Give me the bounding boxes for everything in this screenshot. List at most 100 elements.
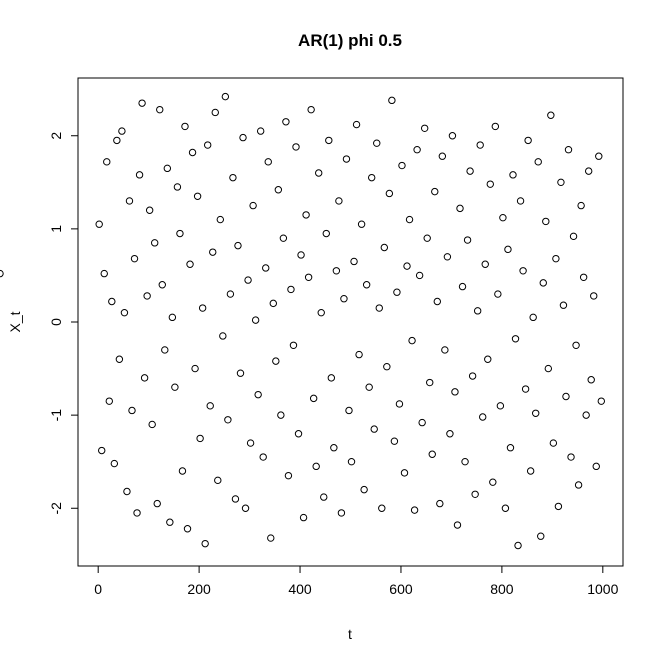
point <box>443 253 452 261</box>
point <box>234 241 242 250</box>
point <box>110 459 119 468</box>
point <box>370 425 378 433</box>
point <box>337 509 346 517</box>
point <box>461 457 469 466</box>
point <box>277 411 285 419</box>
x-tick-label: 1000 <box>587 581 618 597</box>
point <box>330 444 338 452</box>
point <box>378 504 386 512</box>
point <box>151 239 159 247</box>
point <box>574 481 583 489</box>
point <box>130 254 139 263</box>
point <box>304 273 313 281</box>
point <box>365 383 373 391</box>
point <box>128 406 136 415</box>
point <box>188 148 197 157</box>
x-tick-label: 600 <box>389 581 413 597</box>
point <box>133 509 141 517</box>
point <box>118 127 126 135</box>
point <box>519 267 527 275</box>
point <box>191 364 199 373</box>
point <box>178 467 187 475</box>
point <box>446 430 454 438</box>
point <box>307 105 315 114</box>
point <box>219 332 227 340</box>
point <box>410 506 419 514</box>
point <box>140 374 149 382</box>
point <box>420 124 429 132</box>
point <box>479 413 487 421</box>
point <box>317 308 325 317</box>
point <box>103 158 111 166</box>
point <box>526 467 535 475</box>
point <box>156 105 164 114</box>
point <box>534 158 542 166</box>
point <box>431 187 439 196</box>
point <box>564 146 573 154</box>
point <box>562 392 570 401</box>
point <box>375 304 383 312</box>
point <box>198 304 207 312</box>
point <box>241 504 250 512</box>
point <box>325 136 333 145</box>
y-tick-label: -1 <box>48 409 64 422</box>
point <box>251 316 260 324</box>
point <box>171 383 179 391</box>
point <box>476 141 484 149</box>
point <box>342 155 351 163</box>
point <box>587 376 595 384</box>
point <box>468 372 477 380</box>
point <box>552 254 560 263</box>
point <box>486 180 494 188</box>
point <box>584 167 593 175</box>
point <box>256 127 265 135</box>
point <box>123 487 131 496</box>
point <box>272 357 280 365</box>
point <box>592 462 600 471</box>
point <box>390 437 399 445</box>
point <box>451 388 459 396</box>
point <box>95 220 103 228</box>
point <box>206 402 214 410</box>
point <box>297 251 305 259</box>
point <box>143 292 151 300</box>
point <box>115 355 124 363</box>
point <box>193 192 202 200</box>
point <box>595 152 603 160</box>
point <box>249 201 257 210</box>
point <box>554 502 563 511</box>
point <box>201 539 209 548</box>
point <box>335 197 343 205</box>
point <box>481 260 489 268</box>
point <box>246 439 255 447</box>
point <box>284 471 293 480</box>
point <box>224 416 232 424</box>
point <box>572 341 580 349</box>
point <box>269 299 277 308</box>
point <box>153 499 161 508</box>
point <box>453 521 462 529</box>
point <box>398 161 406 170</box>
point <box>357 220 366 228</box>
point <box>471 490 479 498</box>
point <box>108 297 116 306</box>
point <box>521 385 530 393</box>
point <box>138 99 146 107</box>
point <box>315 169 323 177</box>
point <box>367 173 376 182</box>
point <box>350 257 358 266</box>
point <box>494 290 502 298</box>
point <box>509 171 517 179</box>
point <box>590 292 598 300</box>
point <box>135 171 144 179</box>
point <box>262 264 270 272</box>
point <box>264 158 272 166</box>
point <box>380 243 389 252</box>
point <box>423 234 431 242</box>
point <box>196 434 204 443</box>
point <box>539 279 547 287</box>
x-tick-label: 200 <box>187 581 211 597</box>
chart-title: AR(1) phi 0.5 <box>298 31 402 50</box>
point <box>426 378 434 387</box>
point <box>327 374 336 382</box>
